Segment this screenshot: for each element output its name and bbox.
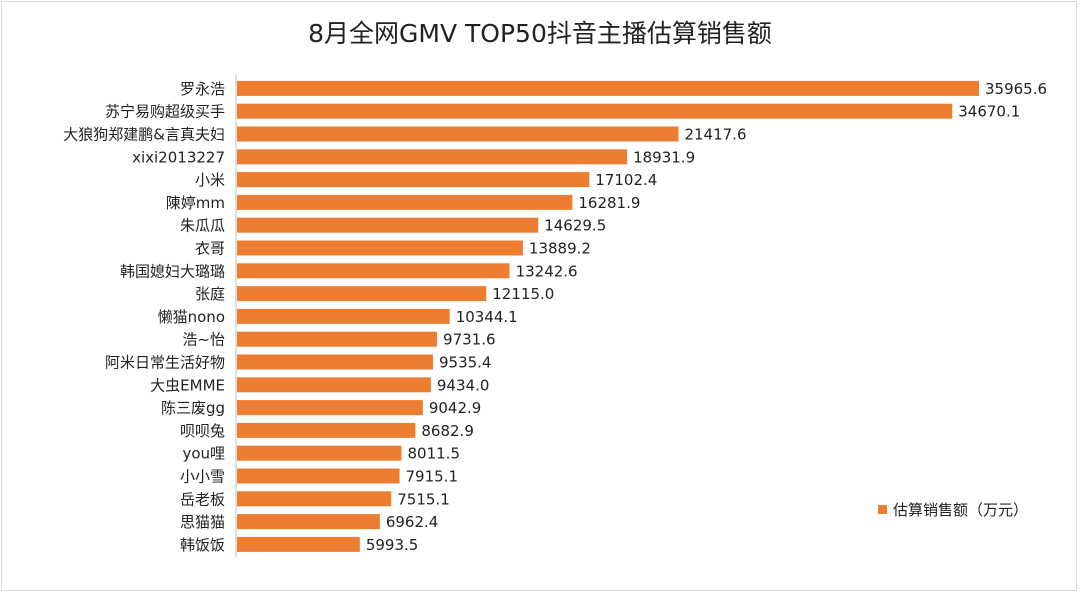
data-label: 34670.1	[958, 103, 1020, 121]
data-label: 7515.1	[397, 490, 450, 508]
data-label: 16281.9	[578, 194, 640, 212]
bar	[237, 240, 523, 256]
data-label: 14629.5	[544, 217, 606, 235]
y-tick-label: 罗永浩	[180, 80, 225, 98]
y-tick-label: 呗呗兔	[180, 422, 225, 440]
y-tick-label: xixi2013227	[132, 148, 225, 166]
data-label: 9434.0	[437, 376, 490, 394]
bar	[237, 194, 573, 210]
data-label: 9731.6	[443, 331, 496, 349]
data-label: 9042.9	[429, 399, 482, 417]
data-label: 13889.2	[529, 240, 591, 258]
data-label: 17102.4	[595, 171, 657, 189]
chart-title: 8月全网GMV TOP50抖音主播估算销售额	[308, 19, 772, 48]
y-tick-label: 大狼狗郑建鹏&言真夫妇	[63, 126, 225, 144]
data-label: 8011.5	[408, 445, 461, 463]
bar	[237, 172, 590, 188]
legend-swatch	[878, 505, 887, 514]
bar	[237, 263, 510, 279]
bar	[237, 400, 423, 416]
data-label: 10344.1	[456, 308, 518, 326]
y-tick-label: 陈三废gg	[161, 399, 225, 417]
y-tick-label: 韩国媳妇大璐璐	[120, 262, 225, 280]
bar	[237, 491, 392, 507]
data-label: 13242.6	[516, 262, 578, 280]
bar	[237, 286, 487, 302]
bar	[237, 80, 979, 96]
y-tick-label: 朱瓜瓜	[180, 217, 225, 235]
legend: 估算销售额（万元）	[878, 499, 1028, 520]
data-label: 12115.0	[492, 285, 554, 303]
bar	[237, 331, 438, 347]
bar	[237, 445, 402, 461]
y-tick-label: 大虫EMME	[150, 376, 225, 394]
bar	[237, 514, 380, 530]
bar	[237, 377, 431, 393]
bar	[237, 149, 628, 165]
y-tick-label: 苏宁易购超级买手	[105, 103, 225, 121]
bar	[237, 422, 416, 438]
bar	[237, 536, 360, 552]
bar	[237, 126, 679, 142]
bar	[237, 308, 450, 324]
legend-label: 估算销售额（万元）	[893, 501, 1029, 519]
data-label: 5993.5	[366, 536, 419, 554]
data-label: 35965.6	[985, 80, 1047, 98]
bar	[237, 354, 433, 370]
y-tick-label: 懒猫nono	[158, 308, 225, 326]
bar	[237, 468, 400, 484]
data-label: 9535.4	[439, 354, 492, 372]
y-tick-label: you哩	[182, 445, 225, 463]
data-label: 8682.9	[421, 422, 474, 440]
data-label: 6962.4	[386, 513, 439, 531]
bar	[237, 217, 539, 233]
y-tick-label: 陳婷mm	[166, 194, 225, 212]
y-tick-label: 岳老板	[180, 490, 225, 508]
y-tick-label: 韩饭饭	[180, 536, 225, 554]
y-tick-label: 张庭	[195, 285, 225, 303]
y-tick-label: 思猫猫	[180, 513, 225, 531]
y-tick-label: 小小雪	[180, 468, 225, 486]
data-label: 18931.9	[633, 148, 695, 166]
bar	[237, 103, 953, 119]
y-tick-label: 衣哥	[195, 240, 225, 258]
y-tick-label: 阿米日常生活好物	[105, 354, 225, 372]
data-label: 21417.6	[684, 126, 746, 144]
y-tick-label: 小米	[195, 171, 225, 189]
y-tick-label: 浩~怡	[182, 331, 225, 349]
data-label: 7915.1	[406, 468, 459, 486]
